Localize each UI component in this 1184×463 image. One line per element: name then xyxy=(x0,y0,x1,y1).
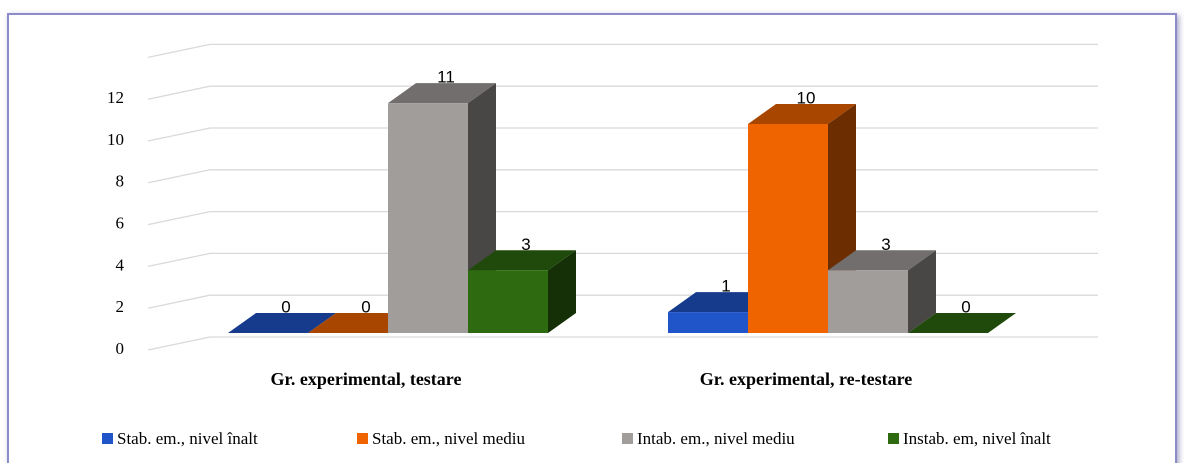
value-label: 3 xyxy=(881,235,890,254)
category-label: Gr. experimental, testare xyxy=(271,369,462,389)
bar-face xyxy=(908,250,936,333)
bar-face xyxy=(548,250,576,333)
grid-line xyxy=(147,43,1098,59)
value-label: 0 xyxy=(961,297,970,316)
bar xyxy=(468,250,576,333)
y-tick-label: 12 xyxy=(107,88,124,107)
bar-face xyxy=(228,313,336,333)
bar-face xyxy=(908,313,1016,333)
legend-swatch xyxy=(622,433,633,444)
bar-face xyxy=(828,250,936,271)
y-tick-label: 4 xyxy=(116,255,125,274)
y-tick-label: 2 xyxy=(116,297,125,316)
value-label: 11 xyxy=(437,68,455,87)
bar-face xyxy=(668,312,748,333)
y-tick-label: 8 xyxy=(116,172,125,191)
bar xyxy=(828,250,936,333)
bar-face xyxy=(748,104,856,124)
bar xyxy=(228,313,336,333)
legend-label: Stab. em., nivel înalt xyxy=(117,429,258,448)
bar-face xyxy=(828,270,908,333)
value-label: 0 xyxy=(281,297,290,316)
legend-label: Stab. em., nivel mediu xyxy=(372,429,525,448)
value-label: 3 xyxy=(521,235,530,254)
bar-face xyxy=(748,124,828,333)
grid-line xyxy=(147,85,1098,100)
bar-face xyxy=(388,103,468,333)
category-label: Gr. experimental, re-testare xyxy=(700,369,913,389)
bar-face xyxy=(468,270,548,333)
legend-label: Intab. em., nivel mediu xyxy=(637,429,795,448)
bar-face xyxy=(468,250,576,271)
legend-label: Instab. em, nivel înalt xyxy=(903,429,1051,448)
legend-swatch xyxy=(357,433,368,444)
grid-line xyxy=(147,336,1098,351)
y-tick-label: 6 xyxy=(116,214,125,233)
frame xyxy=(7,13,1177,463)
bar-face xyxy=(388,83,496,104)
bar xyxy=(908,313,1016,333)
value-label: 0 xyxy=(361,297,370,316)
value-label: 10 xyxy=(797,88,816,107)
y-tick-label: 0 xyxy=(116,339,125,358)
legend-swatch xyxy=(102,433,113,444)
legend-swatch xyxy=(888,433,899,444)
value-label: 1 xyxy=(721,277,730,296)
y-tick-label: 10 xyxy=(107,130,124,149)
